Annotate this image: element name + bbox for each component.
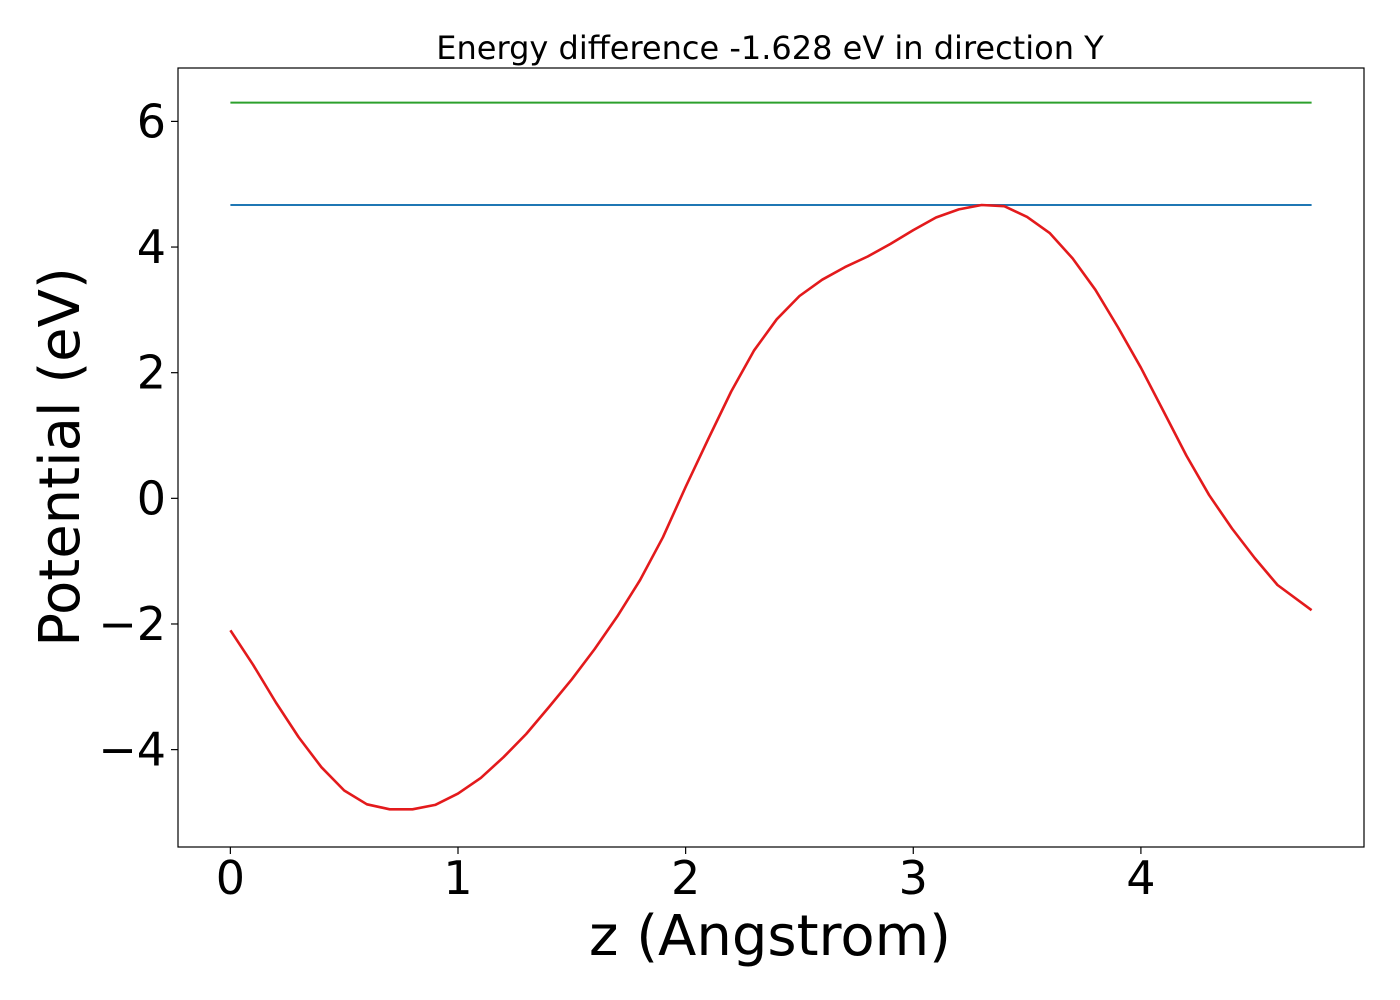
y-axis-label: Potential (eV) xyxy=(28,267,93,647)
x-tick-label: 2 xyxy=(671,851,700,905)
axes-frame xyxy=(177,67,1365,848)
x-tick-label: 3 xyxy=(899,851,928,905)
x-tick-label: 0 xyxy=(216,851,245,905)
x-tick-label: 4 xyxy=(1126,851,1155,905)
y-tick-label: −2 xyxy=(98,597,166,651)
chart-title: Energy difference -1.628 eV in direction… xyxy=(436,29,1104,67)
y-tick-label: 0 xyxy=(137,471,166,525)
x-axis-ticks: 0 1 2 3 4 xyxy=(216,847,1156,905)
potential-curve xyxy=(229,203,1313,811)
x-tick-label: 1 xyxy=(443,851,472,905)
y-tick-label: −4 xyxy=(98,723,166,777)
y-axis-ticks: −4 −2 0 2 4 6 xyxy=(98,94,178,777)
y-tick-label: 6 xyxy=(137,94,166,148)
x-axis-label: z (Angstrom) xyxy=(589,904,951,969)
y-tick-label: 4 xyxy=(137,220,166,274)
y-tick-label: 2 xyxy=(137,346,166,400)
plot-area xyxy=(229,101,1313,811)
